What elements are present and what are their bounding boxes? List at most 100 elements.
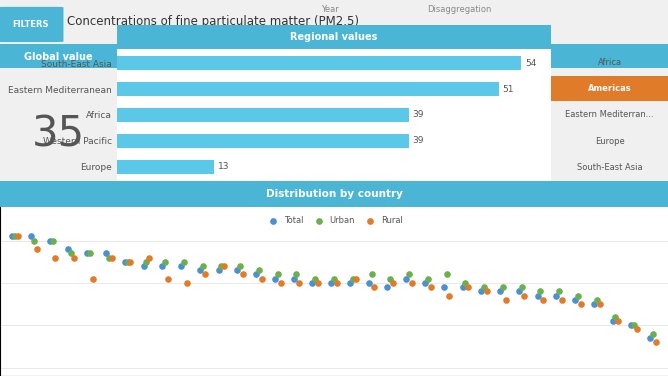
Point bbox=[532, 293, 543, 299]
Bar bbox=[117, 82, 499, 96]
Point bbox=[363, 280, 374, 286]
Point bbox=[645, 335, 655, 341]
Point bbox=[181, 280, 192, 286]
Bar bbox=[117, 185, 206, 200]
Point bbox=[326, 280, 337, 286]
Point bbox=[25, 233, 36, 240]
Point bbox=[589, 301, 599, 307]
Point bbox=[144, 255, 154, 261]
Point bbox=[385, 276, 395, 282]
Point bbox=[291, 271, 302, 277]
Text: Africa: Africa bbox=[597, 58, 622, 67]
Point bbox=[444, 293, 455, 299]
Text: Americas: Americas bbox=[588, 84, 631, 93]
Point bbox=[310, 276, 321, 282]
Point bbox=[69, 255, 79, 261]
Text: 13: 13 bbox=[218, 162, 230, 171]
Point bbox=[160, 259, 170, 265]
FancyBboxPatch shape bbox=[551, 76, 668, 101]
Point bbox=[331, 280, 342, 286]
Point bbox=[88, 276, 98, 282]
Point bbox=[273, 271, 283, 277]
Point bbox=[551, 293, 562, 299]
FancyBboxPatch shape bbox=[117, 25, 551, 49]
Point bbox=[514, 288, 524, 294]
Point bbox=[457, 284, 468, 290]
FancyBboxPatch shape bbox=[0, 182, 668, 207]
Point bbox=[270, 276, 281, 282]
Point bbox=[178, 259, 189, 265]
Point bbox=[157, 263, 168, 269]
Point bbox=[313, 280, 323, 286]
Text: 54: 54 bbox=[525, 59, 536, 68]
Point bbox=[554, 288, 564, 294]
Point bbox=[426, 284, 436, 290]
Point bbox=[235, 263, 246, 269]
Point bbox=[85, 250, 96, 256]
Point bbox=[50, 255, 61, 261]
Point bbox=[407, 280, 418, 286]
Point bbox=[519, 293, 530, 299]
Point bbox=[476, 288, 487, 294]
Point bbox=[141, 259, 152, 265]
Point bbox=[66, 250, 77, 256]
Point bbox=[238, 271, 248, 277]
Point bbox=[329, 276, 339, 282]
Point bbox=[7, 233, 17, 240]
Text: Disaggregation: Disaggregation bbox=[428, 5, 492, 14]
Legend: Total, Urban, Rural: Total, Urban, Rural bbox=[262, 213, 406, 228]
Text: Europe: Europe bbox=[595, 136, 625, 146]
Text: Global value: Global value bbox=[24, 52, 93, 62]
Point bbox=[63, 246, 74, 252]
Point bbox=[594, 301, 605, 307]
Point bbox=[138, 263, 149, 269]
Point bbox=[257, 276, 267, 282]
FancyBboxPatch shape bbox=[0, 7, 63, 42]
Point bbox=[350, 276, 361, 282]
Text: Eastern Mediterran...: Eastern Mediterran... bbox=[565, 110, 654, 119]
Bar bbox=[117, 108, 409, 122]
Point bbox=[47, 238, 58, 244]
Point bbox=[347, 276, 358, 282]
FancyBboxPatch shape bbox=[0, 44, 117, 68]
Point bbox=[216, 263, 226, 269]
Point bbox=[607, 318, 618, 324]
Point bbox=[120, 259, 130, 265]
Point bbox=[570, 297, 580, 303]
Point bbox=[572, 293, 583, 299]
Bar bbox=[117, 56, 521, 70]
Point bbox=[382, 284, 393, 290]
Point bbox=[610, 314, 621, 320]
Point bbox=[516, 284, 527, 290]
Point bbox=[44, 238, 55, 244]
Point bbox=[629, 322, 639, 328]
Bar bbox=[0, 49, 668, 52]
Point bbox=[495, 288, 506, 294]
Point bbox=[162, 276, 173, 282]
Point bbox=[369, 284, 379, 290]
Point bbox=[9, 233, 20, 240]
Point bbox=[403, 271, 414, 277]
Text: 12: 12 bbox=[210, 188, 222, 197]
Point bbox=[275, 280, 286, 286]
Bar bbox=[117, 133, 409, 148]
Point bbox=[101, 250, 112, 256]
Point bbox=[345, 280, 355, 286]
Point bbox=[535, 288, 546, 294]
Point bbox=[200, 271, 211, 277]
Point bbox=[219, 263, 230, 269]
Point bbox=[422, 276, 433, 282]
Point bbox=[254, 267, 265, 273]
Point bbox=[538, 297, 548, 303]
Text: Western Pacific: Western Pacific bbox=[578, 189, 641, 198]
Point bbox=[213, 267, 224, 273]
Text: Concentrations of fine particulate matter (PM2.5): Concentrations of fine particulate matte… bbox=[67, 15, 359, 29]
Bar bbox=[117, 159, 214, 174]
Text: 39: 39 bbox=[413, 136, 424, 145]
Point bbox=[289, 276, 299, 282]
Point bbox=[498, 284, 508, 290]
Point bbox=[125, 259, 136, 265]
Point bbox=[479, 284, 490, 290]
Text: Residence Area Type: Residence Area Type bbox=[428, 32, 550, 42]
Point bbox=[613, 318, 624, 324]
